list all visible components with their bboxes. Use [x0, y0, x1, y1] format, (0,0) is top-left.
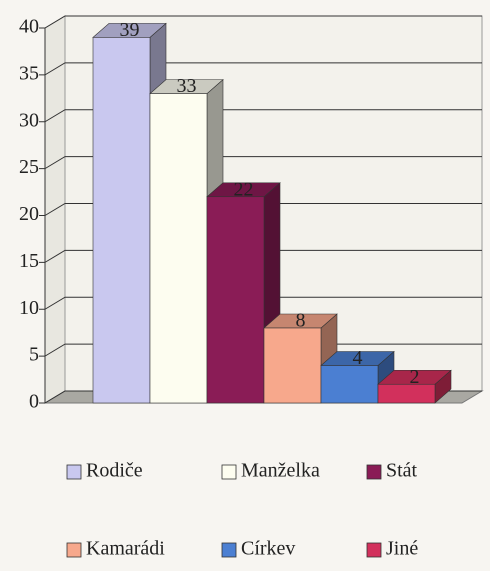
data-label: 22 [234, 178, 254, 200]
y-tick-label: 25 [19, 156, 39, 178]
legend-swatch [366, 542, 382, 558]
legend-label: Manželka [241, 460, 320, 482]
legend-swatch [66, 542, 82, 558]
data-label: 8 [296, 310, 306, 332]
grid-line [44, 343, 482, 357]
y-tick-label: 35 [19, 62, 39, 84]
y-tick-label: 5 [29, 344, 39, 366]
grid-line [44, 109, 482, 123]
grid-line [44, 15, 482, 29]
data-label: 33 [177, 75, 197, 97]
data-label: 4 [353, 347, 363, 369]
grid-line [44, 203, 482, 216]
grid-line [44, 296, 482, 310]
legend-swatch [221, 464, 237, 480]
legend-swatch [366, 464, 382, 480]
data-label: 39 [120, 19, 140, 41]
y-tick-label: 15 [19, 250, 39, 272]
bar [149, 93, 208, 404]
bar [320, 365, 379, 404]
bar [206, 196, 265, 404]
legend-label: Kamarádi [86, 538, 165, 560]
bar [92, 37, 151, 404]
y-tick-label: 30 [19, 109, 39, 131]
legend-swatch [221, 542, 237, 558]
grid-line [44, 249, 482, 263]
bar [263, 327, 322, 404]
legend-swatch [66, 464, 82, 480]
grid-line [44, 62, 482, 76]
grid-line [44, 156, 482, 170]
bar [377, 383, 436, 404]
y-tick-label: 0 [29, 391, 39, 413]
y-tick-label: 40 [19, 16, 39, 38]
legend-label: Stát [386, 460, 418, 482]
y-tick-label: 20 [19, 203, 39, 225]
legend-label: Jiné [386, 538, 418, 560]
y-tick-label: 10 [19, 297, 39, 319]
legend-label: Rodiče [86, 460, 143, 482]
data-label: 2 [410, 366, 420, 388]
legend-label: Církev [241, 538, 295, 560]
